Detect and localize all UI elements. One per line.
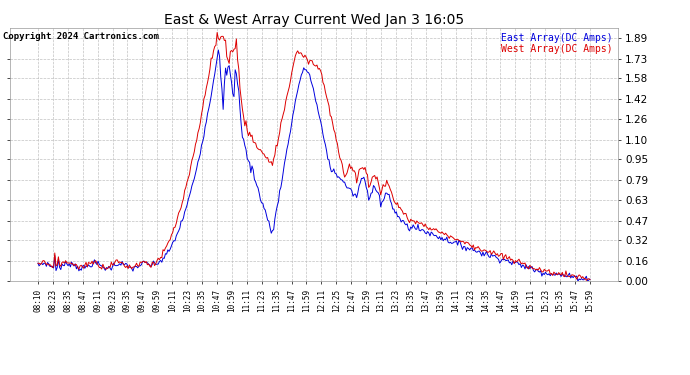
West Array(DC Amps) xyxy=(495,253,504,258)
West Array(DC Amps) xyxy=(502,252,510,257)
Line: East Array(DC Amps): East Array(DC Amps) xyxy=(38,50,590,281)
East Array(DC Amps) xyxy=(502,258,510,263)
East Array(DC Amps) xyxy=(586,277,594,282)
East Array(DC Amps) xyxy=(34,261,42,266)
West Array(DC Amps) xyxy=(45,263,53,267)
West Array(DC Amps) xyxy=(219,34,227,39)
West Array(DC Amps) xyxy=(481,248,489,253)
West Array(DC Amps) xyxy=(34,261,42,266)
West Array(DC Amps) xyxy=(332,138,340,142)
Title: East & West Array Current Wed Jan 3 16:05: East & West Array Current Wed Jan 3 16:0… xyxy=(164,13,464,27)
East Array(DC Amps) xyxy=(219,107,227,112)
Line: West Array(DC Amps): West Array(DC Amps) xyxy=(38,33,590,280)
West Array(DC Amps) xyxy=(586,277,594,282)
East Array(DC Amps) xyxy=(574,279,582,284)
East Array(DC Amps) xyxy=(481,251,489,256)
East Array(DC Amps) xyxy=(45,261,53,266)
Legend: East Array(DC Amps), West Array(DC Amps): East Array(DC Amps), West Array(DC Amps) xyxy=(501,33,613,54)
East Array(DC Amps) xyxy=(214,48,222,52)
East Array(DC Amps) xyxy=(332,172,340,176)
East Array(DC Amps) xyxy=(495,261,504,266)
West Array(DC Amps) xyxy=(213,30,221,35)
Text: Copyright 2024 Cartronics.com: Copyright 2024 Cartronics.com xyxy=(3,32,159,41)
West Array(DC Amps) xyxy=(582,278,591,283)
